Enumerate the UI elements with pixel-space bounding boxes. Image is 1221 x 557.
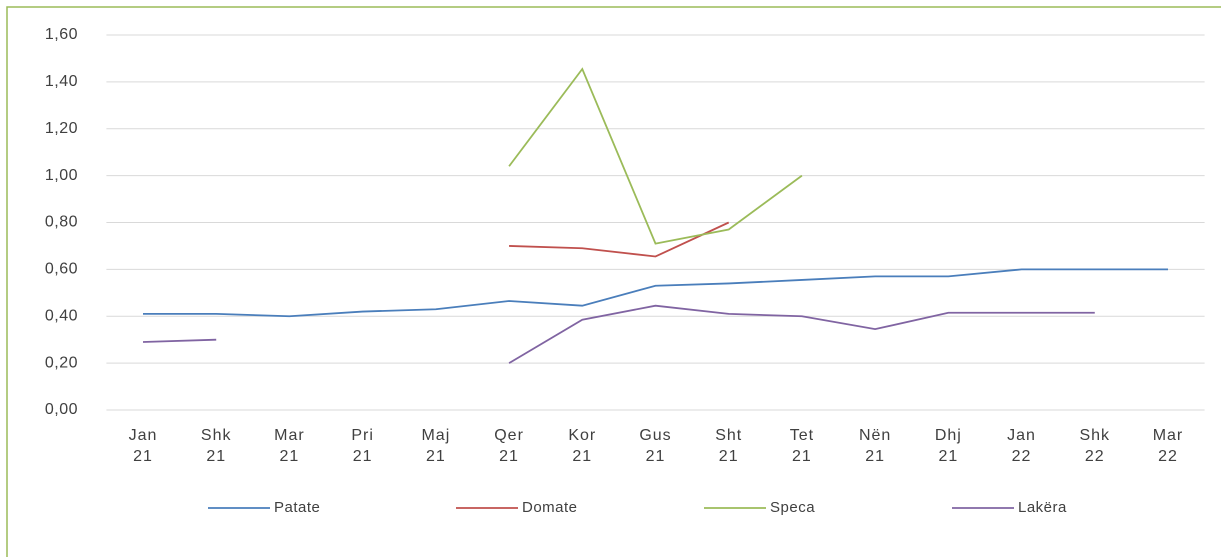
x-tick-label: Kor 21 xyxy=(568,427,597,465)
x-tick-label: Mar 22 xyxy=(1152,427,1184,465)
x-tick-label: Nën 21 xyxy=(858,427,892,465)
x-tick-label: Gus 21 xyxy=(639,427,672,465)
x-tick-label: Shk 21 xyxy=(200,427,232,465)
y-tick-label: 1,00 xyxy=(45,167,78,184)
x-tick-label: Shk 22 xyxy=(1079,427,1111,465)
y-tick-label: 0,80 xyxy=(45,214,78,231)
x-tick-label: Jan 21 xyxy=(128,427,158,465)
x-tick-label: Tet 21 xyxy=(789,427,815,465)
legend-label: Patate xyxy=(274,499,320,516)
legend-label: Lakëra xyxy=(1018,499,1067,516)
x-tick-label: Sht 21 xyxy=(715,427,743,465)
y-tick-label: 0,00 xyxy=(45,401,78,418)
y-tick-label: 1,40 xyxy=(45,73,78,90)
series-line xyxy=(142,304,1095,364)
legend-label: Speca xyxy=(770,499,815,516)
series-line xyxy=(143,268,1168,318)
series-line xyxy=(508,67,803,245)
series-line xyxy=(509,221,730,258)
x-tick-label: Maj 21 xyxy=(421,427,451,465)
y-tick-label: 0,60 xyxy=(45,261,78,278)
x-tick-label: Jan 22 xyxy=(1007,427,1036,465)
legend-label: Domate xyxy=(522,499,578,516)
x-tick-label: Qer 21 xyxy=(494,427,524,465)
x-tick-label: Pri 21 xyxy=(351,427,374,465)
x-tick-label: Dhj 21 xyxy=(934,427,962,465)
y-tick-label: 1,60 xyxy=(45,26,78,43)
x-tick-label: Mar 21 xyxy=(274,427,305,465)
y-tick-label: 0,40 xyxy=(45,307,78,324)
y-tick-label: 1,20 xyxy=(45,120,78,137)
y-tick-label: 0,20 xyxy=(45,354,78,371)
chart-border xyxy=(6,6,1221,557)
